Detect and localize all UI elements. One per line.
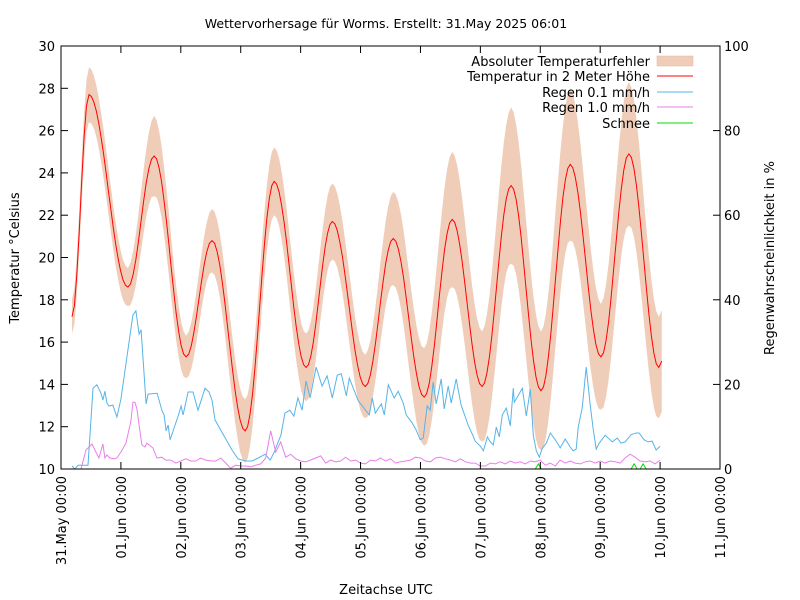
- x-tick-label: 09.Jun 00:00: [594, 476, 609, 559]
- x-tick-label: 02.Jun 00:00: [175, 476, 190, 559]
- x-axis: 31.May 00:00 01.Jun 00:00 02.Jun 00:00 03.J…: [55, 46, 729, 565]
- x-tick-label: 11.Jun 00:00: [714, 476, 729, 559]
- series-lines-layer: [71, 93, 663, 470]
- y2-tick-label: 0: [724, 463, 732, 478]
- y2-tick-label: 20: [724, 378, 741, 393]
- y-tick-label: 16: [38, 336, 55, 351]
- rain-01-line: [71, 309, 661, 470]
- x-tick-label: 31.May 00:00: [55, 476, 70, 565]
- temperature-line: [71, 93, 663, 432]
- x-tick-label: 07.Jun 00:00: [474, 476, 489, 559]
- y-tick-label: 18: [38, 294, 55, 309]
- x-tick-label: 06.Jun 00:00: [414, 476, 429, 559]
- y-tick-label: 14: [38, 378, 55, 393]
- y2-tick-label: 40: [724, 294, 741, 309]
- snow-line: [534, 462, 647, 470]
- y2-tick-label: 60: [724, 209, 741, 224]
- y-axis-left: 10 12 14 16 18 20 22 24 26 28 30: [38, 40, 68, 478]
- legend-item-temperature: Temperatur in 2 Meter Höhe: [466, 70, 693, 85]
- legend: Absoluter Temperaturfehler Temperatur in…: [466, 55, 694, 132]
- y-axis-right-label: Regenwahrscheinlichkeit in %: [763, 161, 778, 355]
- y-tick-label: 30: [38, 40, 55, 55]
- legend-swatch-error-band: [656, 55, 694, 67]
- legend-item-error-band: Absoluter Temperaturfehler: [471, 55, 694, 70]
- y-axis-left-label: Temperatur °Celsius: [8, 192, 23, 325]
- x-tick-label: 08.Jun 00:00: [534, 476, 549, 559]
- legend-label-error-band: Absoluter Temperaturfehler: [471, 55, 650, 70]
- temperature-error-band-layer: [72, 67, 662, 463]
- legend-item-snow: Schnee: [602, 117, 693, 132]
- legend-label-rain-10: Regen 1.0 mm/h: [542, 101, 650, 116]
- y-tick-label: 28: [38, 82, 55, 97]
- x-axis-label: Zeitachse UTC: [339, 583, 433, 598]
- y-tick-label: 10: [38, 463, 55, 478]
- legend-item-rain-01: Regen 0.1 mm/h: [542, 86, 693, 101]
- y2-tick-label: 80: [724, 125, 741, 140]
- y-tick-label: 20: [38, 252, 55, 267]
- rain-10-line: [80, 401, 661, 470]
- x-tick-label: 04.Jun 00:00: [295, 476, 310, 559]
- y-tick-label: 12: [38, 421, 55, 436]
- temperature-error-band: [72, 67, 662, 463]
- legend-item-rain-10: Regen 1.0 mm/h: [542, 101, 693, 116]
- y-tick-label: 24: [38, 167, 55, 182]
- y-tick-label: 26: [38, 125, 55, 140]
- legend-label-rain-01: Regen 0.1 mm/h: [542, 86, 650, 101]
- legend-label-snow: Schnee: [602, 117, 650, 132]
- y-tick-label: 22: [38, 209, 55, 224]
- y-axis-right: 0 20 40 60 80 100: [713, 40, 749, 478]
- x-tick-label: 05.Jun 00:00: [355, 476, 370, 559]
- x-tick-label: 01.Jun 00:00: [115, 476, 130, 559]
- chart-title: Wettervorhersage für Worms. Erstellt: 31…: [205, 16, 567, 31]
- y2-tick-label: 100: [724, 40, 749, 55]
- x-tick-label: 10.Jun 00:00: [654, 476, 669, 559]
- x-tick-label: 03.Jun 00:00: [235, 476, 250, 559]
- legend-label-temperature: Temperatur in 2 Meter Höhe: [466, 70, 650, 85]
